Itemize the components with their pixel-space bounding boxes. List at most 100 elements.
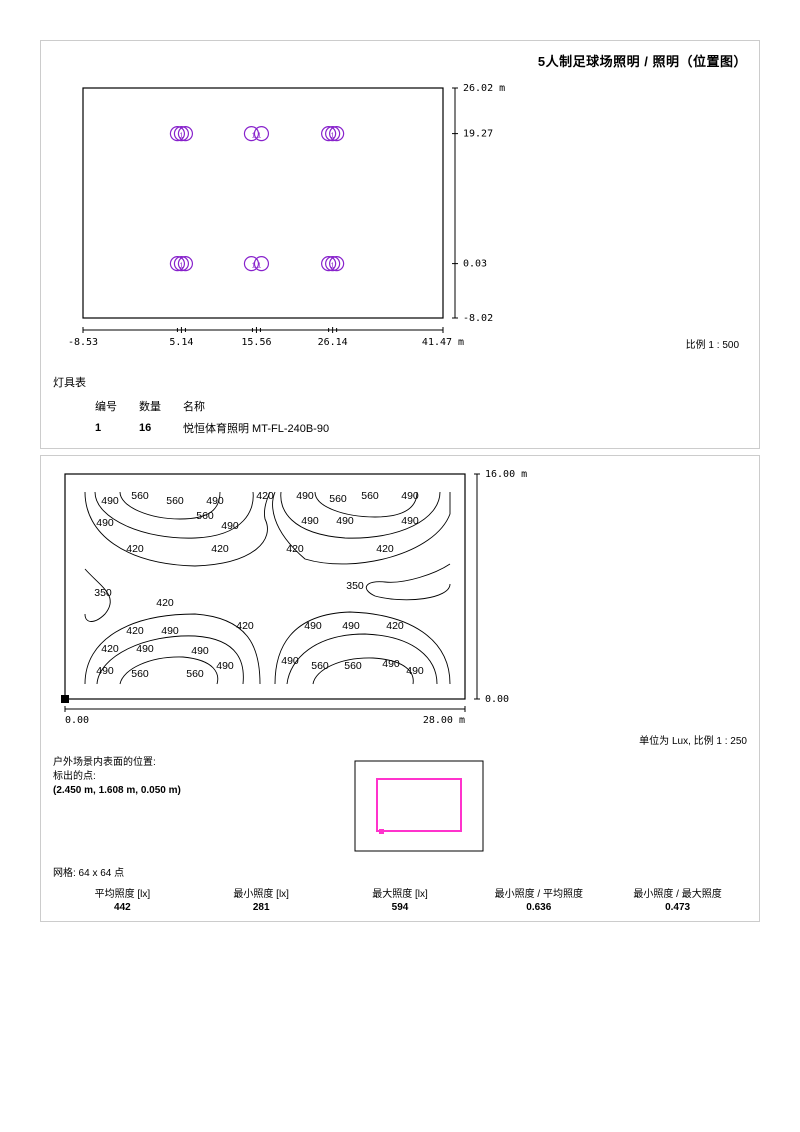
svg-text:490: 490 (336, 515, 354, 527)
svg-text:350: 350 (346, 580, 364, 592)
svg-text:19.27: 19.27 (463, 129, 493, 140)
stat-min-max: 最小照度 / 最大照度 0.473 (608, 885, 747, 913)
svg-text:26.02 m: 26.02 m (463, 83, 505, 94)
svg-text:490: 490 (136, 643, 154, 655)
panel2-mini-wrap (253, 756, 587, 856)
svg-text:15.56: 15.56 (241, 337, 271, 348)
svg-text:420: 420 (386, 620, 404, 632)
panel1-svg-wrap: 26.02 m 19.27 0.03 -8.02 -8.53 5.14 15.56 26.14… (53, 78, 747, 368)
stats-row: 平均照度 [lx] 442 最小照度 [lx] 281 最大照度 [lx] 59… (53, 885, 747, 913)
svg-text:490: 490 (304, 620, 322, 632)
svg-text:490: 490 (301, 515, 319, 527)
svg-text:420: 420 (211, 543, 229, 555)
lamp-cell-qty: 16 (139, 418, 181, 438)
svg-text:0.03: 0.03 (463, 259, 487, 270)
svg-text:350: 350 (94, 587, 112, 599)
panel1-scale-note: 比例 1 : 500 (686, 336, 739, 351)
stat-max-value: 594 (331, 902, 470, 913)
lamp-col-0: 编号 (95, 396, 137, 416)
svg-text:560: 560 (131, 668, 149, 680)
svg-text:1 1: 1 1 (252, 262, 262, 269)
svg-text:420: 420 (156, 597, 174, 609)
stat-min: 最小照度 [lx] 281 (192, 885, 331, 913)
svg-text:490: 490 (216, 660, 234, 672)
svg-text:490: 490 (406, 665, 424, 677)
panel1-title: 5人制足球场照明 / 照明（位置图） (53, 51, 747, 70)
lamp-cell-name: 悦恒体育照明 MT-FL-240B-90 (183, 418, 349, 438)
panel2-position-block: 户外场景内表面的位置: 标出的点: (2.450 m, 1.608 m, 0.0… (53, 756, 253, 798)
stat-min-avg: 最小照度 / 平均照度 0.636 (469, 885, 608, 913)
stat-avg-label: 平均照度 [lx] (95, 889, 151, 900)
stat-max: 最大照度 [lx] 594 (331, 885, 470, 913)
svg-text:490: 490 (296, 490, 314, 502)
svg-text:560: 560 (329, 493, 347, 505)
stat-min-max-label: 最小照度 / 最大照度 (633, 889, 721, 900)
svg-text:560: 560 (311, 660, 329, 672)
svg-text:490: 490 (382, 658, 400, 670)
pos-line-1: 户外场景内表面的位置: (53, 756, 253, 770)
svg-text:490: 490 (161, 625, 179, 637)
stat-min-avg-value: 0.636 (469, 902, 608, 913)
svg-text:420: 420 (126, 625, 144, 637)
position-diagram-panel: 5人制足球场照明 / 照明（位置图） 26.02 m 19.27 0.03 -8.02… (40, 40, 760, 449)
svg-text:1: 1 (331, 132, 335, 139)
panel2-units-note: 单位为 Lux, 比例 1 : 250 (639, 732, 747, 747)
isolux-panel: 490 560 560 490 560 420 490 560 560 490 490 490 490 4… (40, 455, 760, 922)
lamp-table: 编号 数量 名称 1 16 悦恒体育照明 MT-FL-240B-90 (93, 394, 351, 440)
svg-text:1: 1 (179, 132, 183, 139)
svg-text:490: 490 (221, 520, 239, 532)
lamp-col-1: 数量 (139, 396, 181, 416)
stat-min-value: 281 (192, 902, 331, 913)
panel2-grid-note: 网格: 64 x 64 点 (53, 864, 747, 879)
svg-text:560: 560 (131, 490, 149, 502)
svg-text:26.14: 26.14 (318, 337, 348, 348)
svg-text:16.00 m: 16.00 m (485, 469, 527, 480)
svg-text:490: 490 (206, 495, 224, 507)
svg-text:1: 1 (179, 262, 183, 269)
svg-text:490: 490 (96, 517, 114, 529)
svg-text:-8.02: -8.02 (463, 313, 493, 324)
pos-line-3: (2.450 m, 1.608 m, 0.050 m) (53, 784, 253, 798)
svg-text:560: 560 (196, 510, 214, 522)
svg-text:490: 490 (281, 655, 299, 667)
svg-text:560: 560 (361, 490, 379, 502)
panel2-svg-wrap: 490 560 560 490 560 420 490 560 560 490 490 490 490 4… (53, 466, 747, 734)
svg-text:490: 490 (401, 515, 419, 527)
stat-avg: 平均照度 [lx] 442 (53, 885, 192, 913)
stat-min-max-value: 0.473 (608, 902, 747, 913)
svg-text:1: 1 (331, 262, 335, 269)
svg-text:490: 490 (96, 665, 114, 677)
svg-text:490: 490 (101, 495, 119, 507)
stat-min-avg-label: 最小照度 / 平均照度 (495, 889, 583, 900)
isolux-svg: 490 560 560 490 560 420 490 560 560 490 490 490 490 4… (53, 466, 543, 734)
stat-min-label: 最小照度 [lx] (233, 889, 289, 900)
svg-text:28.00 m: 28.00 m (423, 715, 465, 726)
position-diagram-svg: 26.02 m 19.27 0.03 -8.02 -8.53 5.14 15.56 26.14… (53, 78, 523, 368)
lamp-table-header-row: 编号 数量 名称 (95, 396, 349, 416)
svg-text:420: 420 (256, 490, 274, 502)
svg-text:490: 490 (401, 490, 419, 502)
lamp-table-row: 1 16 悦恒体育照明 MT-FL-240B-90 (95, 418, 349, 438)
lamp-col-2: 名称 (183, 396, 349, 416)
stat-avg-value: 442 (53, 902, 192, 913)
svg-text:420: 420 (101, 643, 119, 655)
lamp-cell-id: 1 (95, 418, 137, 438)
svg-text:0.00: 0.00 (485, 694, 509, 705)
svg-text:420: 420 (126, 543, 144, 555)
svg-text:420: 420 (286, 543, 304, 555)
svg-text:5.14: 5.14 (169, 337, 193, 348)
svg-text:490: 490 (191, 645, 209, 657)
lamp-table-heading: 灯具表 (53, 374, 747, 390)
svg-text:0.00: 0.00 (65, 715, 89, 726)
svg-text:1 1: 1 1 (252, 132, 262, 139)
svg-text:560: 560 (166, 495, 184, 507)
svg-text:420: 420 (236, 620, 254, 632)
stat-max-label: 最大照度 [lx] (372, 889, 428, 900)
pos-line-2: 标出的点: (53, 770, 253, 784)
svg-text:-8.53: -8.53 (68, 337, 98, 348)
svg-text:420: 420 (376, 543, 394, 555)
svg-text:490: 490 (342, 620, 360, 632)
svg-text:560: 560 (186, 668, 204, 680)
svg-text:560: 560 (344, 660, 362, 672)
mini-locator-svg (350, 756, 490, 856)
